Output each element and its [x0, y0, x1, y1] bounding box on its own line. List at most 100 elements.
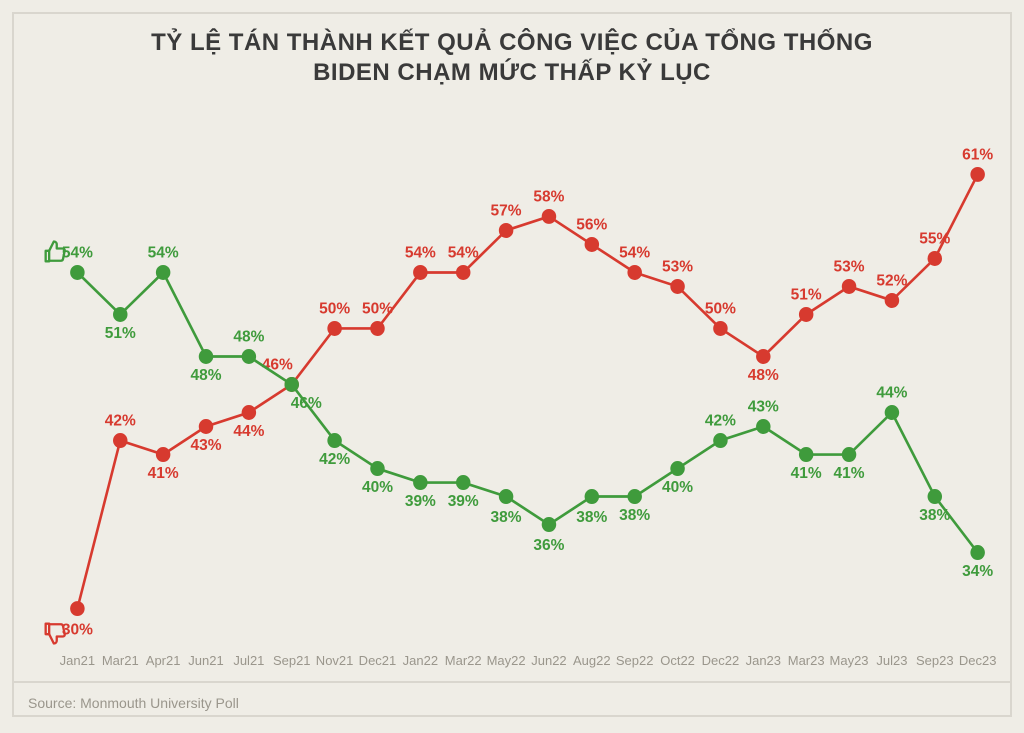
- approve-value-label: 38%: [576, 509, 607, 526]
- x-axis-tick-label: Jan22: [403, 653, 438, 668]
- approve-value-label: 38%: [619, 507, 650, 524]
- approve-point: [928, 489, 942, 504]
- disapprove-value-label: 50%: [705, 300, 736, 317]
- disapprove-point: [499, 223, 513, 238]
- x-axis-tick-label: Mar23: [788, 653, 825, 668]
- approve-value-label: 38%: [919, 507, 950, 524]
- disapprove-point: [456, 265, 470, 280]
- x-axis-labels: Jan21Mar21Apr21Jun21Jul21Sep21Nov21Dec21…: [36, 653, 988, 677]
- x-axis-tick-label: Mar21: [102, 653, 139, 668]
- source-text: Source: Monmouth University Poll: [28, 695, 239, 711]
- approve-point: [499, 489, 513, 504]
- approve-value-label: 40%: [662, 479, 693, 496]
- disapprove-value-label: 46%: [262, 356, 293, 373]
- disapprove-value-label: 57%: [491, 202, 522, 219]
- approve-value-label: 41%: [834, 465, 865, 482]
- disapprove-value-label: 51%: [791, 286, 822, 303]
- approve-value-label: 42%: [705, 412, 736, 429]
- thumbs-down-icon: [41, 619, 69, 647]
- approve-value-label: 34%: [962, 563, 993, 580]
- x-axis-tick-label: Mar22: [445, 653, 482, 668]
- disapprove-point: [199, 419, 213, 434]
- x-axis-tick-label: Sep22: [616, 653, 654, 668]
- approve-value-label: 38%: [491, 509, 522, 526]
- disapprove-point: [542, 209, 556, 224]
- x-axis-tick-label: Dec22: [702, 653, 740, 668]
- approve-value-label: 36%: [533, 537, 564, 554]
- x-axis-tick-label: Dec23: [959, 653, 997, 668]
- disapprove-value-label: 54%: [448, 244, 479, 261]
- approve-point: [713, 433, 727, 448]
- disapprove-point: [756, 349, 770, 364]
- approve-point: [70, 265, 84, 280]
- disapprove-value-label: 50%: [362, 300, 393, 317]
- source-divider: [12, 681, 1012, 683]
- disapprove-point: [928, 251, 942, 266]
- disapprove-point: [885, 293, 899, 308]
- disapprove-value-label: 42%: [105, 412, 136, 429]
- disapprove-value-label: 52%: [876, 272, 907, 289]
- x-axis-tick-label: Nov21: [316, 653, 354, 668]
- disapprove-value-label: 54%: [619, 244, 650, 261]
- approve-point: [199, 349, 213, 364]
- approve-point: [113, 307, 127, 322]
- x-axis-tick-label: Aug22: [573, 653, 611, 668]
- approve-value-label: 42%: [319, 451, 350, 468]
- x-axis-tick-label: Jun21: [188, 653, 223, 668]
- disapprove-line: [77, 174, 977, 608]
- approve-value-label: 41%: [791, 465, 822, 482]
- approve-point: [542, 517, 556, 532]
- approve-point: [970, 545, 984, 560]
- approve-point: [456, 475, 470, 490]
- disapprove-value-label: 55%: [919, 230, 950, 247]
- disapprove-point: [242, 405, 256, 420]
- approve-point: [370, 461, 384, 476]
- approve-value-label: 39%: [405, 493, 436, 510]
- disapprove-point: [842, 279, 856, 294]
- disapprove-point: [585, 237, 599, 252]
- approve-point: [413, 475, 427, 490]
- approve-value-label: 51%: [105, 325, 136, 342]
- x-axis-tick-label: May22: [487, 653, 526, 668]
- approve-value-label: 43%: [748, 398, 779, 415]
- x-axis-tick-label: Jul21: [233, 653, 264, 668]
- x-axis-tick-label: Oct22: [660, 653, 695, 668]
- approve-point: [242, 349, 256, 364]
- approve-value-label: 40%: [362, 479, 393, 496]
- disapprove-value-label: 56%: [576, 216, 607, 233]
- disapprove-value-label: 53%: [662, 258, 693, 275]
- disapprove-value-label: 44%: [233, 423, 264, 440]
- approve-point: [284, 377, 298, 392]
- x-axis-tick-label: Jun22: [531, 653, 566, 668]
- approve-point: [670, 461, 684, 476]
- approve-point: [799, 447, 813, 462]
- disapprove-value-label: 50%: [319, 300, 350, 317]
- disapprove-point: [713, 321, 727, 336]
- disapprove-point: [970, 167, 984, 182]
- disapprove-point: [627, 265, 641, 280]
- disapprove-value-label: 41%: [148, 465, 179, 482]
- x-axis-tick-label: May23: [830, 653, 869, 668]
- x-axis-tick-label: Jan21: [60, 653, 95, 668]
- disapprove-value-label: 58%: [533, 188, 564, 205]
- disapprove-value-label: 43%: [190, 437, 221, 454]
- disapprove-point: [327, 321, 341, 336]
- approve-point: [627, 489, 641, 504]
- approve-value-label: 48%: [233, 328, 264, 345]
- line-chart-svg: 30%42%41%43%44%46%50%50%54%54%57%58%56%5…: [36, 140, 988, 643]
- x-axis-tick-label: Apr21: [146, 653, 181, 668]
- disapprove-point: [413, 265, 427, 280]
- approve-point: [756, 419, 770, 434]
- disapprove-point: [670, 279, 684, 294]
- x-axis-tick-label: Jan23: [746, 653, 781, 668]
- disapprove-value-label: 48%: [748, 367, 779, 384]
- approve-value-label: 39%: [448, 493, 479, 510]
- approve-point: [156, 265, 170, 280]
- x-axis-tick-label: Sep21: [273, 653, 311, 668]
- disapprove-point: [113, 433, 127, 448]
- approve-line: [77, 272, 977, 552]
- disapprove-value-label: 61%: [962, 146, 993, 163]
- approve-value-label: 44%: [876, 384, 907, 401]
- approve-point: [585, 489, 599, 504]
- approve-point: [327, 433, 341, 448]
